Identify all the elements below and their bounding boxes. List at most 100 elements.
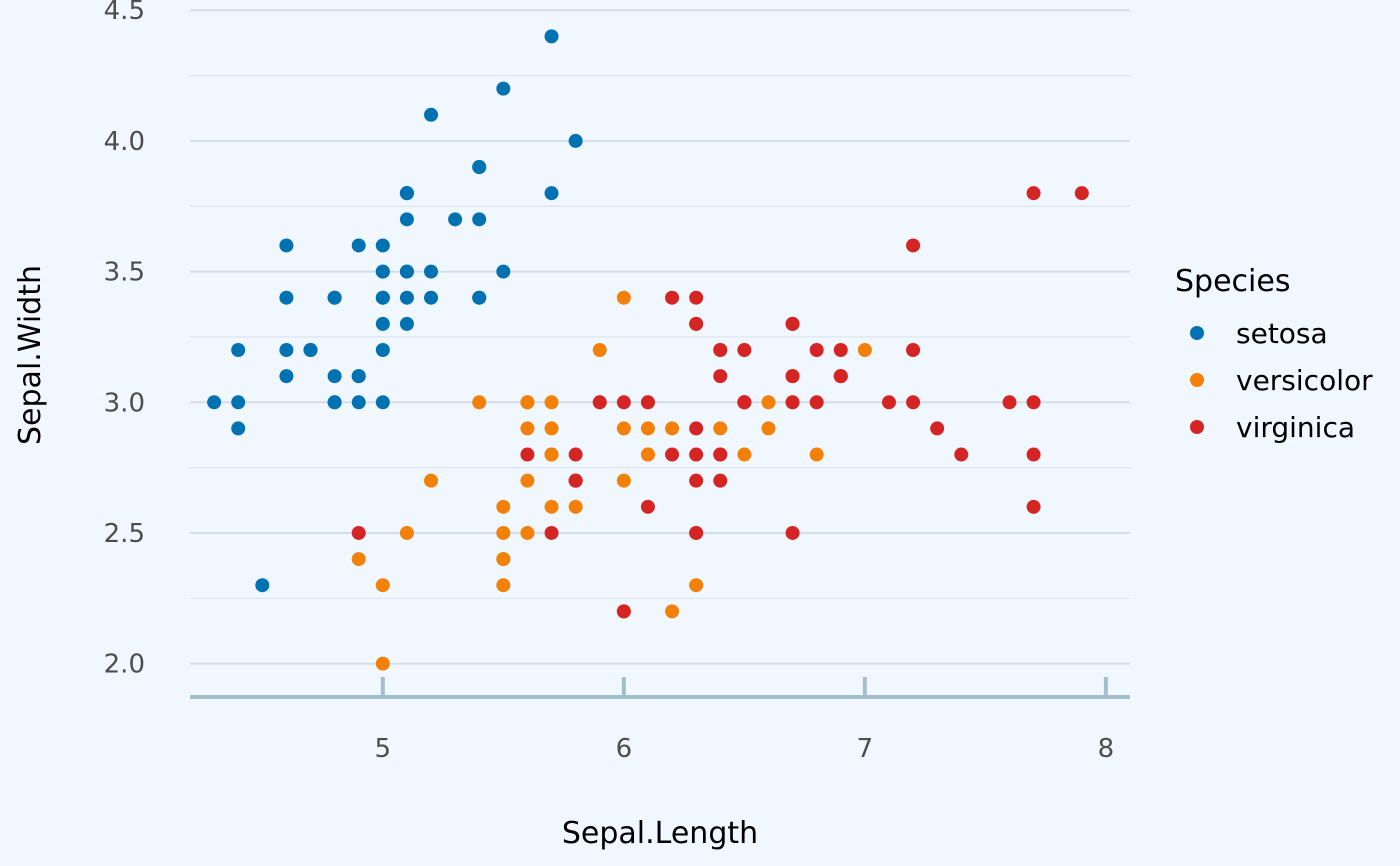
- point-versicolor: [544, 447, 559, 462]
- point-versicolor: [472, 395, 487, 410]
- point-virginica: [568, 473, 583, 488]
- point-virginica: [568, 447, 583, 462]
- point-versicolor: [520, 395, 535, 410]
- point-setosa: [279, 238, 294, 253]
- point-versicolor: [640, 421, 655, 436]
- point-virginica: [1002, 395, 1017, 410]
- legend-label-versicolor: versicolor: [1236, 364, 1373, 397]
- point-virginica: [737, 395, 752, 410]
- point-versicolor: [665, 604, 680, 619]
- point-setosa: [544, 186, 559, 201]
- axes: 5 6 7 8 2.0 2.5 3.0 3.5 4.0 4.5 Sepal.Length Sep…: [13, 0, 1130, 851]
- point-virginica: [785, 316, 800, 331]
- legend-label-setosa: setosa: [1236, 317, 1328, 350]
- point-setosa: [327, 395, 342, 410]
- point-versicolor: [351, 552, 366, 567]
- x-tick-label: 5: [375, 734, 392, 764]
- point-setosa: [231, 395, 246, 410]
- point-virginica: [833, 369, 848, 384]
- point-setosa: [207, 395, 222, 410]
- point-setosa: [375, 238, 390, 253]
- point-setosa: [351, 238, 366, 253]
- point-versicolor: [399, 525, 414, 540]
- point-setosa: [544, 29, 559, 44]
- point-versicolor: [496, 525, 511, 540]
- point-setosa: [327, 290, 342, 305]
- legend-key-virginica: [1190, 420, 1204, 434]
- point-setosa: [351, 395, 366, 410]
- point-virginica: [520, 447, 535, 462]
- point-virginica: [881, 395, 896, 410]
- point-setosa: [472, 212, 487, 227]
- point-virginica: [689, 421, 704, 436]
- point-virginica: [592, 395, 607, 410]
- point-setosa: [351, 369, 366, 384]
- point-setosa: [399, 186, 414, 201]
- point-virginica: [665, 447, 680, 462]
- data-points: [207, 29, 1089, 671]
- point-versicolor: [713, 421, 728, 436]
- point-setosa: [375, 264, 390, 279]
- point-setosa: [399, 290, 414, 305]
- point-setosa: [424, 290, 439, 305]
- point-setosa: [472, 290, 487, 305]
- legend-label-virginica: virginica: [1236, 411, 1355, 444]
- point-versicolor: [737, 447, 752, 462]
- point-versicolor: [520, 473, 535, 488]
- point-virginica: [616, 604, 631, 619]
- point-setosa: [375, 343, 390, 357]
- point-versicolor: [857, 343, 872, 357]
- point-virginica: [833, 343, 848, 357]
- point-versicolor: [616, 421, 631, 436]
- point-versicolor: [496, 552, 511, 567]
- point-virginica: [351, 525, 366, 540]
- point-virginica: [713, 447, 728, 462]
- y-axis-ticks: 2.0 2.5 3.0 3.5 4.0 4.5: [104, 0, 145, 680]
- point-setosa: [279, 343, 294, 357]
- point-versicolor: [544, 395, 559, 410]
- point-virginica: [737, 343, 752, 357]
- point-versicolor: [665, 421, 680, 436]
- point-versicolor: [809, 447, 824, 462]
- point-virginica: [906, 395, 921, 410]
- point-setosa: [231, 421, 246, 436]
- x-tick-label: 8: [1098, 734, 1115, 764]
- y-tick-label: 3.0: [104, 388, 145, 418]
- point-versicolor: [496, 499, 511, 514]
- point-virginica: [1026, 186, 1041, 201]
- point-virginica: [785, 369, 800, 384]
- point-virginica: [1026, 447, 1041, 462]
- x-tick-label: 7: [857, 734, 874, 764]
- point-versicolor: [375, 656, 390, 671]
- point-setosa: [472, 160, 487, 175]
- point-virginica: [1026, 499, 1041, 514]
- point-virginica: [1074, 186, 1089, 201]
- x-axis-ticks: 5 6 7 8: [375, 677, 1115, 764]
- point-setosa: [568, 133, 583, 148]
- point-virginica: [665, 290, 680, 305]
- point-virginica: [809, 343, 824, 357]
- point-virginica: [713, 473, 728, 488]
- y-tick-label: 3.5: [104, 258, 145, 288]
- point-virginica: [640, 395, 655, 410]
- point-versicolor: [496, 578, 511, 593]
- point-versicolor: [761, 395, 776, 410]
- point-versicolor: [592, 343, 607, 357]
- point-setosa: [327, 369, 342, 384]
- point-virginica: [809, 395, 824, 410]
- point-virginica: [906, 238, 921, 253]
- point-versicolor: [544, 421, 559, 436]
- x-axis-title: Sepal.Length: [562, 816, 758, 851]
- y-tick-label: 4.5: [104, 0, 145, 26]
- point-versicolor: [616, 290, 631, 305]
- point-setosa: [399, 264, 414, 279]
- point-virginica: [689, 316, 704, 331]
- point-setosa: [303, 343, 318, 357]
- point-virginica: [906, 343, 921, 357]
- point-setosa: [375, 290, 390, 305]
- legend-title: Species: [1175, 264, 1290, 299]
- point-setosa: [375, 316, 390, 331]
- legend-items: setosa versicolor virginica: [1190, 317, 1373, 444]
- point-virginica: [1026, 395, 1041, 410]
- point-versicolor: [544, 499, 559, 514]
